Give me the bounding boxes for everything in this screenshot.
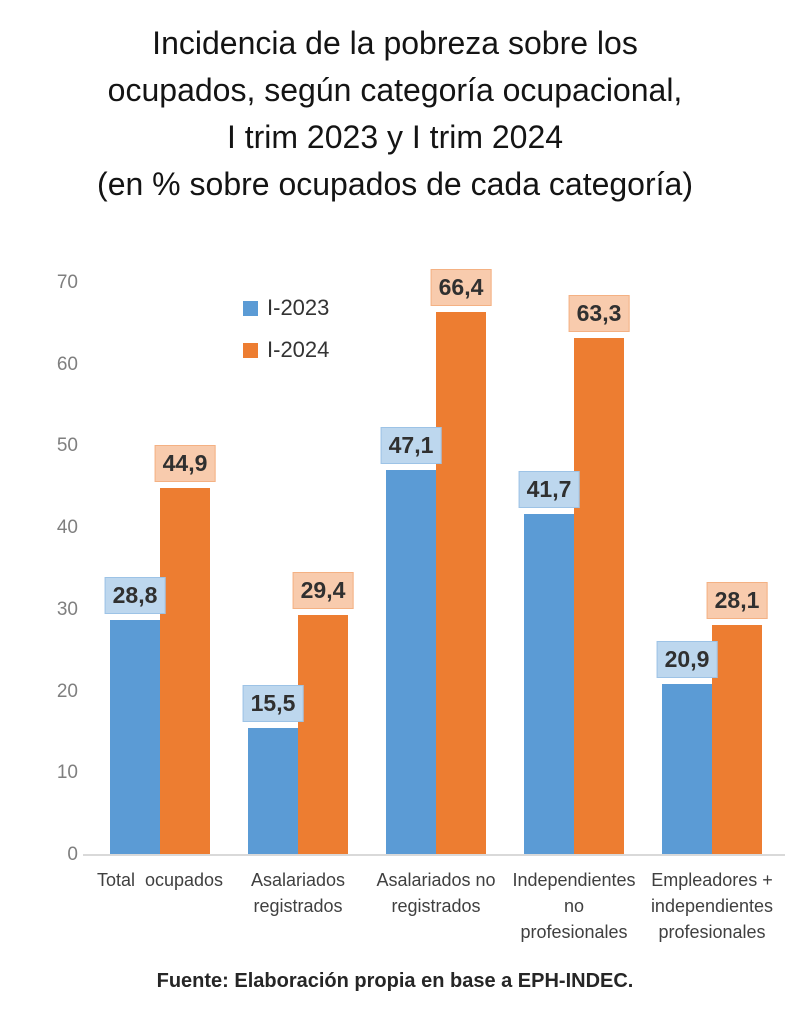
legend: I-2023 I-2024 xyxy=(243,295,329,363)
source-note: Fuente: Elaboración propia en base a EPH… xyxy=(156,970,634,992)
category-label-4: Independientes no profesionales xyxy=(512,870,636,942)
legend-label: I-2024 xyxy=(267,337,330,362)
bar-group-2: 15,5 29,4 xyxy=(242,283,354,855)
value-label-I-2023-category-4: 41,7 xyxy=(518,471,580,508)
bar-I-2023-category-2 xyxy=(248,728,298,855)
legend-label: I-2023 xyxy=(267,295,330,320)
y-tick-40: 40 xyxy=(56,517,78,539)
bar-group-3: 47,1 66,4 xyxy=(380,269,492,855)
value-label-I-2024-category-5: 28,1 xyxy=(706,582,768,619)
bar-I-2023-category-3 xyxy=(386,470,436,855)
bar-I-2024-category-2 xyxy=(298,615,348,855)
y-tick-10: 10 xyxy=(56,762,78,784)
value-label-I-2023-category-3: 47,1 xyxy=(380,427,442,464)
value-label-I-2024-category-1: 44,9 xyxy=(154,445,216,482)
bar-group-5: 20,9 28,1 xyxy=(656,283,768,855)
y-tick-0: 0 xyxy=(67,844,78,865)
y-tick-30: 30 xyxy=(56,598,78,620)
legend-entry-I-2024: I-2024 xyxy=(243,337,329,363)
bar-I-2023-category-4 xyxy=(524,514,574,855)
value-label-I-2023-category-2: 15,5 xyxy=(242,685,304,722)
chart-title: Incidencia de la pobreza sobre los ocupa… xyxy=(97,25,693,202)
value-label-I-2024-category-3: 66,4 xyxy=(430,269,492,306)
value-label-I-2023-category-5: 20,9 xyxy=(656,641,718,678)
value-label-I-2024-category-4: 63,3 xyxy=(568,295,630,332)
bar-I-2024-category-5 xyxy=(712,625,762,855)
x-axis-line xyxy=(83,854,785,856)
y-tick-50: 50 xyxy=(56,435,78,457)
bar-I-2024-category-3 xyxy=(436,312,486,855)
y-axis: 0 10 20 30 40 50 60 70 xyxy=(20,272,78,865)
bar-I-2023-category-5 xyxy=(662,684,712,855)
legend-entry-I-2023: I-2023 xyxy=(243,295,329,321)
bar-group-4: 41,7 63,3 xyxy=(518,283,630,855)
legend-swatch-icon xyxy=(243,342,258,358)
y-tick-70: 70 xyxy=(56,272,78,293)
value-label-I-2024-category-2: 29,4 xyxy=(292,572,354,609)
plot-area: 28,8 44,9 15,5 29,4 47,1 66,4 41,7 63,3 20,9 28,1 xyxy=(85,269,775,855)
category-label-2: Asalariados registrados xyxy=(250,870,346,916)
category-label-1: Total ocupados xyxy=(96,870,224,890)
bar-I-2024-category-4 xyxy=(574,338,624,855)
category-label-5: Empleadores + independientes profesionales xyxy=(650,870,774,942)
y-tick-20: 20 xyxy=(56,680,78,702)
category-label-3: Asalariados no registrados xyxy=(376,870,496,916)
legend-swatch-icon xyxy=(243,300,258,316)
bar-group-1: 28,8 44,9 xyxy=(104,283,216,855)
value-label-I-2023-category-1: 28,8 xyxy=(104,577,166,614)
y-tick-60: 60 xyxy=(56,353,78,375)
x-axis-labels: Total ocupados Asalariados registrados Asal… xyxy=(0,867,790,962)
bar-I-2023-category-1 xyxy=(110,620,160,855)
bar-I-2024-category-1 xyxy=(160,488,210,855)
